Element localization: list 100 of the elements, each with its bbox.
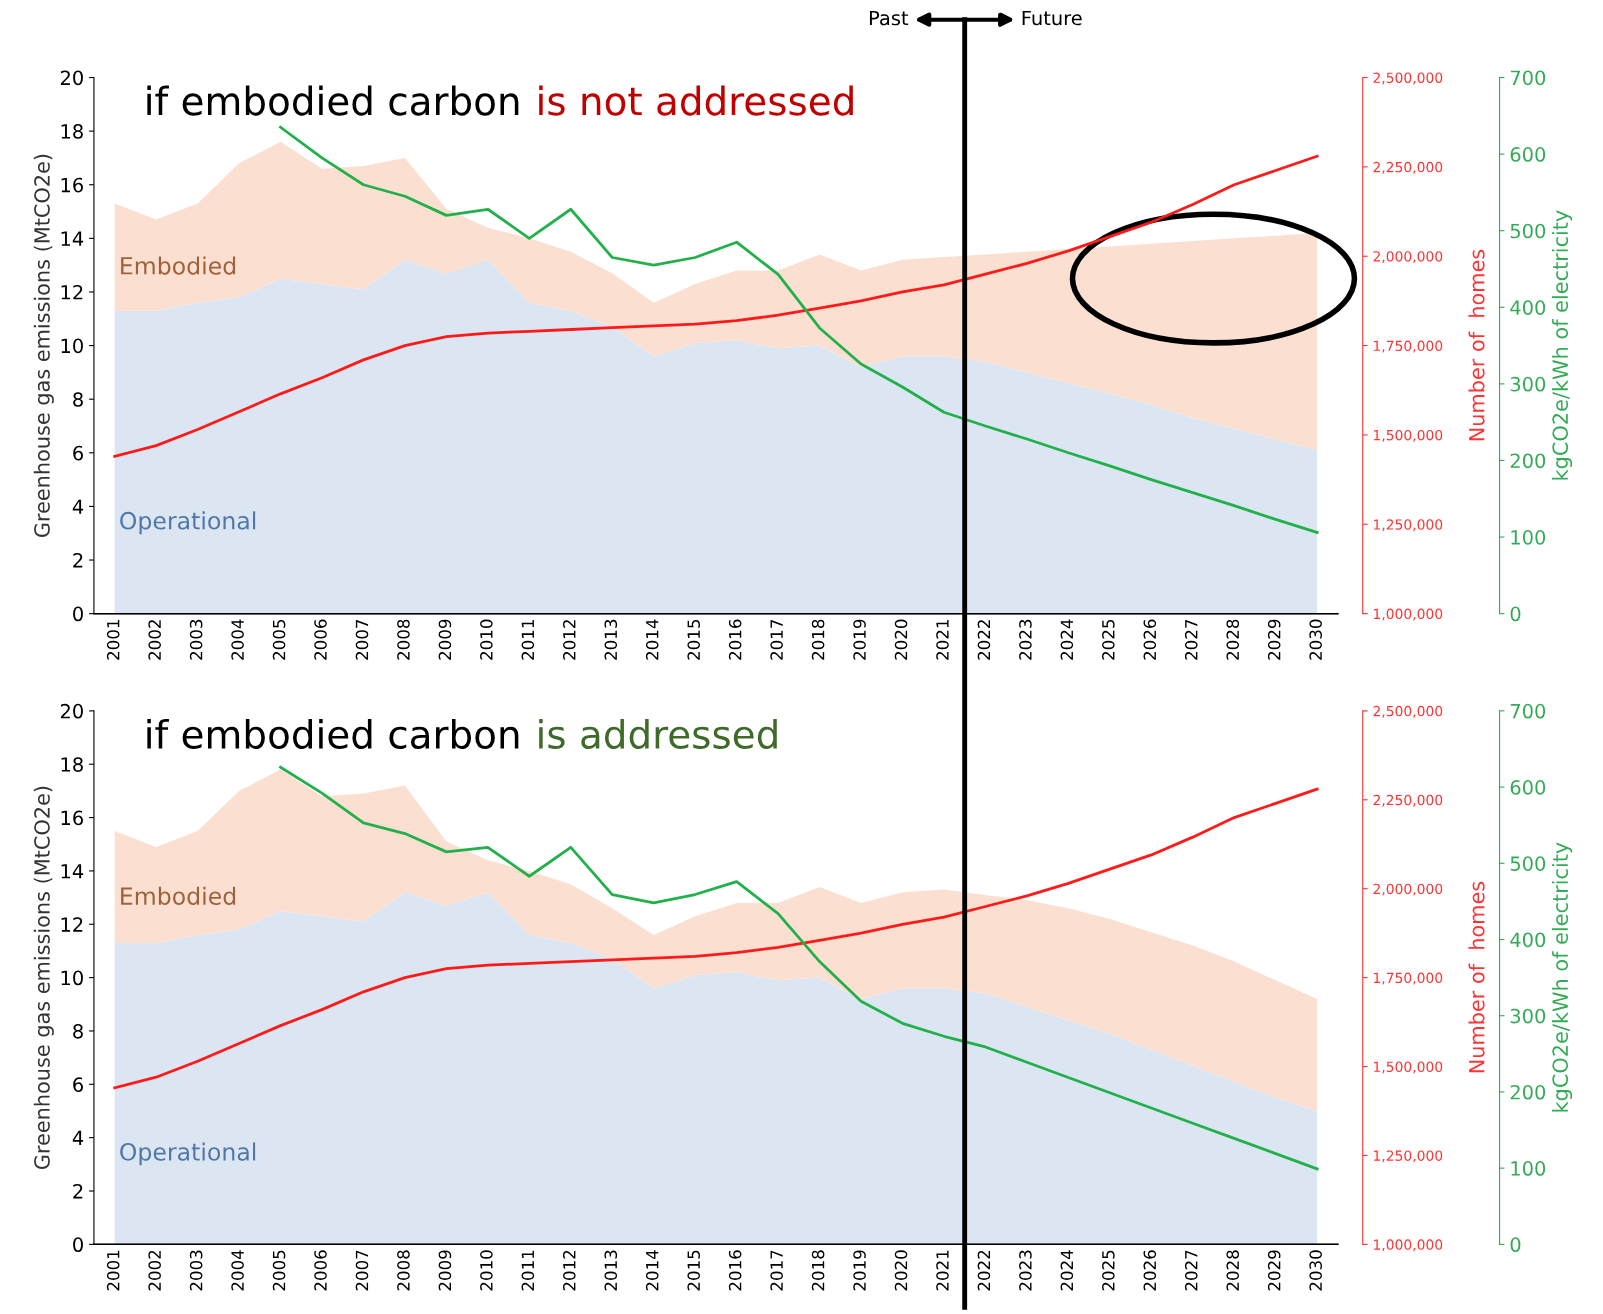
y3-tick-label: 0 <box>1510 1237 1521 1253</box>
x-tick-label: 2017 <box>770 1250 783 1291</box>
y2-axis-title: Number of homes <box>1468 881 1485 1073</box>
x-tick-label: 2011 <box>521 620 535 660</box>
y3-tick-label: 200 <box>1510 453 1546 469</box>
x-tick-label: 2001 <box>106 1250 120 1291</box>
y-tick-label: 14 <box>61 231 84 246</box>
x-tick-label: 2027 <box>1184 1250 1198 1291</box>
y2-tick-label: 1,000,000 <box>1373 1239 1443 1252</box>
x-tick-label: 2024 <box>1060 619 1074 660</box>
y2-tick-label: 1,750,000 <box>1373 340 1443 353</box>
y3-tick-label: 600 <box>1510 780 1546 795</box>
x-tick-label: 2008 <box>397 619 410 660</box>
y-tick-label: 16 <box>61 177 83 193</box>
y-tick-label: 4 <box>72 499 84 514</box>
y2-tick-label: 1,000,000 <box>1373 608 1443 621</box>
x-tick-label: 2026 <box>1143 619 1157 660</box>
x-tick-label: 2012 <box>563 1250 576 1291</box>
x-tick-label: 2001 <box>106 620 120 660</box>
x-tick-label: 2005 <box>272 1250 286 1291</box>
x-tick-label: 2028 <box>1226 619 1240 660</box>
y3-tick-label: 700 <box>1510 70 1546 86</box>
y-axis-title: Greenhouse gas emissions (MtCO2e) <box>33 154 54 538</box>
x-tick-label: 2023 <box>1019 619 1032 660</box>
y3-tick-label: 0 <box>1510 606 1521 622</box>
y3-axis-title: kgCO2e/kWh of electricity <box>1551 842 1573 1112</box>
chart-subtitle: is not addressed <box>539 85 853 116</box>
x-tick-label: 2014 <box>645 619 659 660</box>
y2-tick-label: 2,500,000 <box>1373 72 1443 85</box>
y-tick-label: 0 <box>73 606 83 622</box>
x-tick-label: 2019 <box>853 619 866 660</box>
y3-axis-title: kgCO2e/kWh of electricity <box>1551 210 1573 480</box>
y-tick-label: 0 <box>73 1237 83 1253</box>
text: Future <box>1022 10 1082 26</box>
x-tick-label: 2004 <box>231 619 244 660</box>
y-tick-label: 10 <box>61 970 83 986</box>
chart-subtitle: is addressed <box>539 718 777 749</box>
series-label: Embodied <box>121 886 236 905</box>
y3-tick-label: 400 <box>1510 932 1546 948</box>
y3-tick-label: 400 <box>1510 300 1546 315</box>
y-tick-label: 6 <box>73 1077 83 1092</box>
line-series <box>279 765 1319 1171</box>
x-tick-label: 2029 <box>1267 1250 1281 1291</box>
x-tick-label: 2003 <box>189 1250 203 1291</box>
y3-tick-label: 200 <box>1510 1084 1546 1100</box>
y-tick-label: 6 <box>73 445 83 461</box>
x-tick-label: 2007 <box>355 619 369 660</box>
y3-tick-label: 100 <box>1511 1161 1546 1176</box>
x-tick-label: 2017 <box>770 619 783 660</box>
y-tick-label: 2 <box>73 1183 83 1199</box>
x-tick-label: 2012 <box>563 620 576 660</box>
x-tick-label: 2030 <box>1309 619 1322 660</box>
y-tick-label: 20 <box>60 703 83 719</box>
x-tick-label: 2030 <box>1309 1250 1322 1291</box>
x-tick-label: 2002 <box>148 620 161 660</box>
x-tick-label: 2018 <box>811 619 825 660</box>
y-tick-label: 18 <box>61 124 83 139</box>
y-tick-label: 14 <box>61 864 84 879</box>
y-tick-label: 4 <box>72 1130 84 1146</box>
y2-tick-label: 2,250,000 <box>1373 794 1443 807</box>
x-tick-label: 2028 <box>1226 1250 1240 1291</box>
x-tick-label: 2011 <box>521 1250 535 1291</box>
x-tick-label: 2004 <box>231 1250 244 1291</box>
y2-tick-label: 1,250,000 <box>1373 1150 1443 1163</box>
y-tick-label: 20 <box>60 70 83 86</box>
x-tick-label: 2025 <box>1102 619 1115 660</box>
x-tick-label: 2013 <box>604 1250 618 1291</box>
line-series <box>279 125 1319 534</box>
series-label: Operational <box>120 1142 256 1166</box>
chart-title: if embodied carbon <box>147 85 519 116</box>
x-tick-label: 2023 <box>1019 1250 1032 1291</box>
x-tick-label: 2027 <box>1184 619 1198 660</box>
y3-tick-label: 100 <box>1511 530 1546 545</box>
y2-tick-label: 1,250,000 <box>1373 519 1443 532</box>
text: Past <box>869 10 909 26</box>
y-tick-label: 12 <box>61 917 83 932</box>
y-tick-label: 8 <box>73 1023 83 1039</box>
y2-tick-label: 1,750,000 <box>1373 972 1443 985</box>
y2-tick-label: 2,000,000 <box>1373 251 1443 264</box>
x-tick-label: 2006 <box>314 619 327 660</box>
y3-tick-label: 700 <box>1510 703 1546 719</box>
x-tick-label: 2022 <box>977 620 991 660</box>
x-tick-label: 2025 <box>1102 1250 1115 1291</box>
x-tick-label: 2010 <box>480 619 493 660</box>
x-tick-label: 2016 <box>728 1250 742 1291</box>
chart-title: if embodied carbon <box>147 718 519 749</box>
x-tick-label: 2002 <box>148 1250 161 1291</box>
x-tick-label: 2022 <box>977 1250 991 1291</box>
y2-tick-label: 2,500,000 <box>1373 705 1443 718</box>
y2-tick-label: 1,500,000 <box>1373 429 1443 442</box>
y-tick-label: 16 <box>61 810 83 826</box>
x-tick-label: 2020 <box>894 619 908 660</box>
x-tick-label: 2026 <box>1143 1250 1157 1291</box>
x-tick-label: 2016 <box>728 619 742 660</box>
x-tick-label: 2015 <box>687 619 700 660</box>
y-tick-label: 2 <box>73 552 83 568</box>
y-axis-title: Greenhouse gas emissions (MtCO2e) <box>33 786 54 1170</box>
x-tick-label: 2009 <box>438 1250 452 1291</box>
x-tick-label: 2008 <box>397 1250 410 1291</box>
x-tick-label: 2003 <box>189 619 203 660</box>
